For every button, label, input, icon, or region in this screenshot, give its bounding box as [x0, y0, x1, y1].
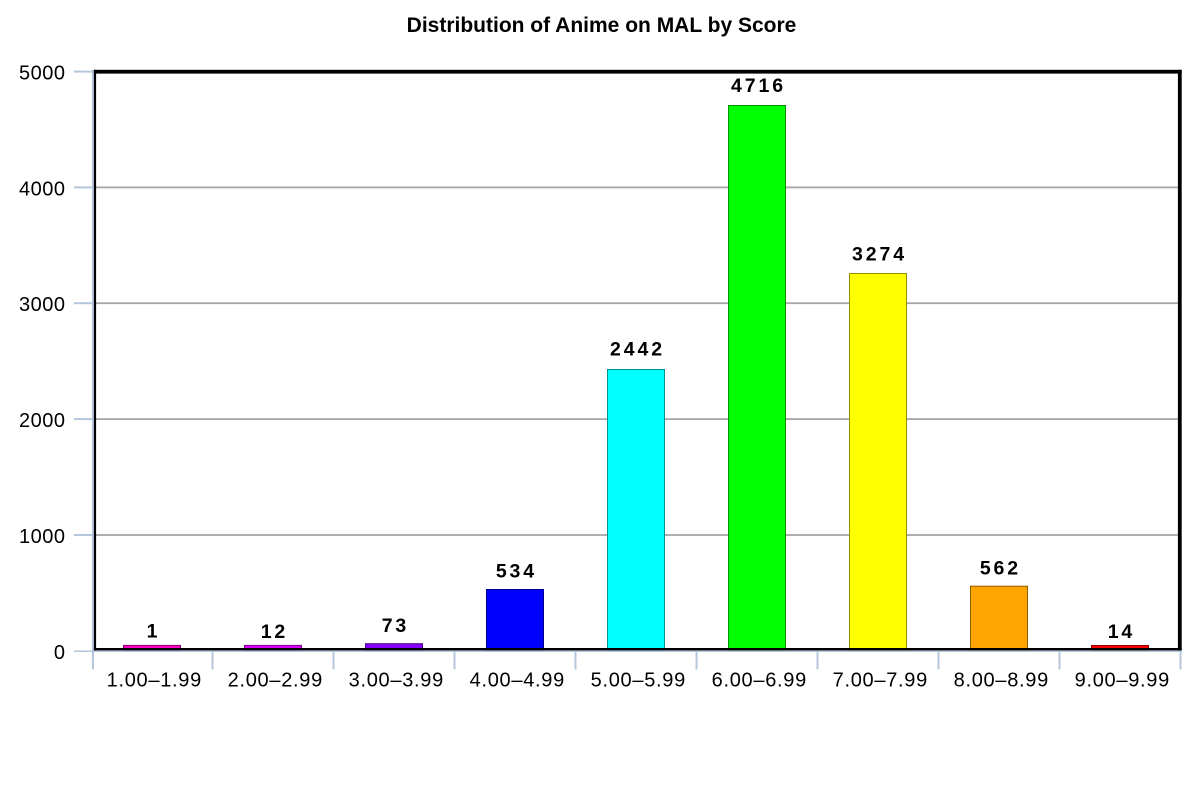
svg-text:0: 0 [54, 642, 66, 664]
svg-text:6.00–6.99: 6.00–6.99 [712, 669, 807, 691]
svg-text:1: 1 [147, 621, 161, 643]
svg-text:3.00–3.99: 3.00–3.99 [349, 669, 444, 691]
svg-text:4716: 4716 [731, 75, 786, 97]
svg-text:4000: 4000 [19, 178, 66, 200]
svg-text:1000: 1000 [19, 526, 66, 548]
svg-text:2442: 2442 [610, 339, 665, 361]
svg-text:5000: 5000 [19, 63, 66, 85]
svg-text:12: 12 [261, 621, 289, 643]
svg-text:8.00–8.99: 8.00–8.99 [954, 669, 1049, 691]
svg-text:2.00–2.99: 2.00–2.99 [228, 669, 323, 691]
svg-text:73: 73 [382, 615, 410, 637]
svg-text:562: 562 [980, 557, 1021, 579]
svg-text:1.00–1.99: 1.00–1.99 [107, 669, 202, 691]
svg-text:534: 534 [496, 560, 537, 582]
svg-text:3000: 3000 [19, 294, 66, 316]
svg-text:4.00–4.99: 4.00–4.99 [470, 669, 565, 691]
svg-text:5.00–5.99: 5.00–5.99 [591, 669, 686, 691]
svg-text:2000: 2000 [19, 410, 66, 432]
svg-text:3274: 3274 [852, 244, 907, 266]
svg-text:Distribution of Anime on MAL b: Distribution of Anime on MAL by Score [407, 14, 797, 37]
svg-text:7.00–7.99: 7.00–7.99 [833, 669, 928, 691]
svg-text:14: 14 [1108, 621, 1136, 643]
svg-text:9.00–9.99: 9.00–9.99 [1075, 669, 1170, 691]
